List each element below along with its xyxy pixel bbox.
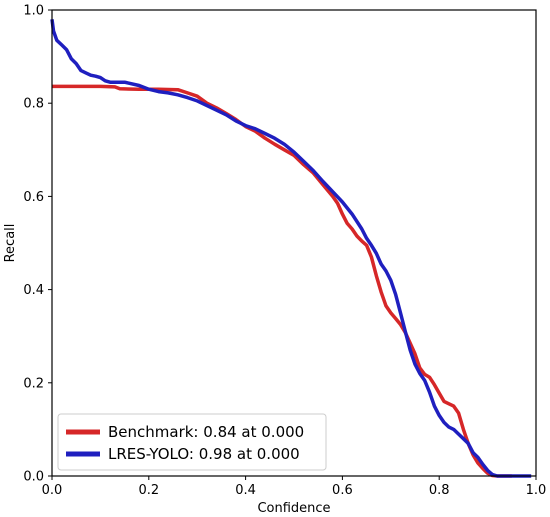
y-axis-label: Recall xyxy=(3,224,18,263)
y-tick-label: 0.6 xyxy=(23,190,44,205)
y-tick-label: 0.0 xyxy=(23,470,44,485)
series-line-0 xyxy=(52,84,512,478)
x-tick-label: 0.2 xyxy=(138,483,159,498)
y-tick-label: 0.4 xyxy=(23,283,44,298)
legend-box xyxy=(57,413,327,471)
x-tick-label: 0.4 xyxy=(235,483,256,498)
x-tick-label: 0.0 xyxy=(42,483,63,498)
x-tick-label: 1.0 xyxy=(526,483,547,498)
series-line-1 xyxy=(50,19,532,478)
y-tick-label: 0.2 xyxy=(23,376,44,391)
x-tick-label: 0.6 xyxy=(332,483,353,498)
y-tick-label: 1.0 xyxy=(23,4,44,19)
series-lines xyxy=(50,19,532,478)
x-axis-label: Confidence xyxy=(257,501,330,516)
plot-frame xyxy=(51,9,537,477)
y-tick-label: 0.8 xyxy=(23,97,44,112)
x-tick-label: 0.8 xyxy=(429,483,450,498)
legend: Benchmark: 0.84 at 0.000 LRES-YOLO: 0.98… xyxy=(57,413,327,471)
axis-ticks: 0.0 0.2 0.4 0.6 0.8 1.0 0.0 0.2 0.4 0.6 0.8 1.0 xyxy=(23,4,546,499)
legend-entry-lres-yolo: LRES-YOLO: 0.98 at 0.000 xyxy=(108,445,300,463)
legend-entry-benchmark: Benchmark: 0.84 at 0.000 xyxy=(108,423,304,441)
